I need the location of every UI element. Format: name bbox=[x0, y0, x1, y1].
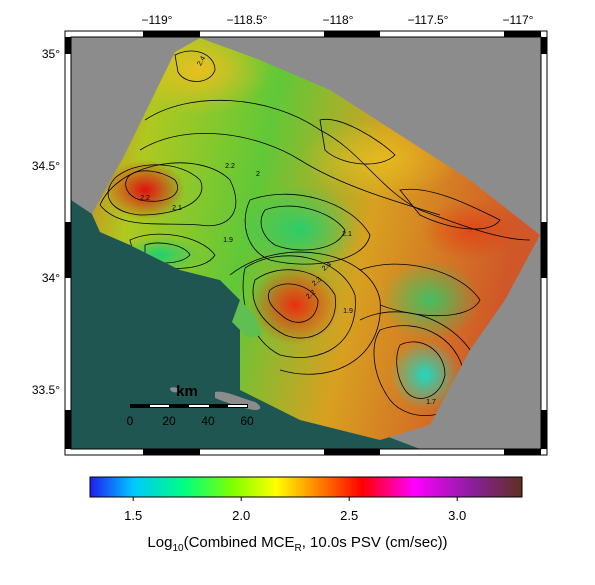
scale-bar-tick: 20 bbox=[162, 414, 176, 428]
island-santa-catalina bbox=[215, 391, 261, 410]
frame-ticks bbox=[64, 30, 548, 456]
contour-label: 2.1 bbox=[342, 231, 352, 238]
contour-label: 2.2 bbox=[225, 163, 235, 170]
contour-label: 2.3 bbox=[311, 276, 323, 288]
colorbar-title: Log10(Combined MCER, 10.0s PSV (cm/sec)) bbox=[147, 534, 448, 554]
latitude-label: 33.5° bbox=[32, 383, 60, 397]
contour-label: 1.7 bbox=[426, 399, 436, 406]
colorbar-tick-label: 3.0 bbox=[448, 508, 466, 523]
longitude-labels: −119° −118.5° −118° −117.5° −117° bbox=[142, 13, 534, 27]
colorbar-gradient bbox=[89, 476, 523, 498]
colorbar-tick-label: 1.5 bbox=[124, 508, 142, 523]
latitude-label: 35° bbox=[42, 47, 60, 61]
colorbar-tick-label: 2.0 bbox=[232, 508, 250, 523]
longitude-label: −119° bbox=[142, 13, 173, 27]
palos-verdes-land bbox=[232, 300, 262, 338]
contour-label: 1.9 bbox=[223, 237, 233, 244]
scale-bar-tick: 60 bbox=[240, 414, 254, 428]
colorbar: 1.5 2.0 2.5 3.0 bbox=[89, 476, 523, 523]
island-san-clemente bbox=[170, 387, 179, 393]
latitude-label: 34° bbox=[42, 271, 60, 285]
contour-label: 2.1 bbox=[172, 205, 182, 212]
contour-label: 2.2 bbox=[140, 195, 150, 202]
scale-bar-tick: 40 bbox=[201, 414, 215, 428]
ocean-region bbox=[71, 200, 420, 449]
contour-labels: 2.42.22.121.92.22.42.32.22.11.91.7 bbox=[140, 55, 436, 406]
scale-bar: km 0 20 40 60 bbox=[127, 383, 254, 428]
contour-label: 2.4 bbox=[321, 261, 333, 273]
scale-bar-title: km bbox=[176, 383, 198, 400]
longitude-label: −117.5° bbox=[408, 13, 449, 27]
longitude-label: −118.5° bbox=[227, 13, 268, 27]
longitude-label: −118° bbox=[323, 13, 354, 27]
contour-label: 2.2 bbox=[305, 289, 317, 301]
longitude-label: −117° bbox=[503, 13, 534, 27]
scale-bar-tick: 0 bbox=[127, 414, 134, 428]
latitude-labels: 35° 34.5° 34° 33.5° bbox=[32, 47, 60, 397]
contour-label: 1.9 bbox=[343, 308, 353, 315]
map-area bbox=[71, 37, 541, 449]
contour-label: 2 bbox=[256, 171, 260, 178]
contour-label: 2.4 bbox=[196, 55, 207, 67]
latitude-label: 34.5° bbox=[32, 159, 60, 173]
colorbar-tick-label: 2.5 bbox=[340, 508, 358, 523]
